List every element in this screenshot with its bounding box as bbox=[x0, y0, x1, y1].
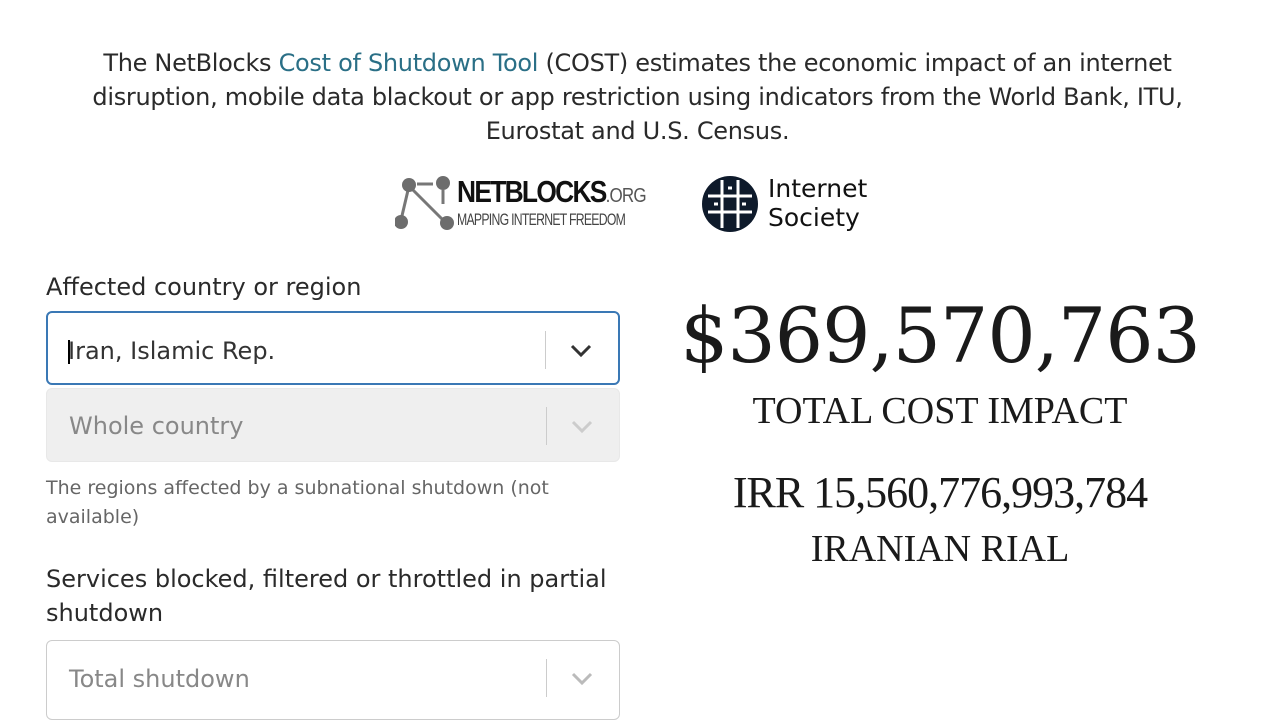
isoc-line1: Internet bbox=[768, 174, 868, 203]
services-label: Services blocked, filtered or throttled … bbox=[46, 565, 607, 627]
divider bbox=[546, 407, 547, 445]
intro-suffix: (COST) estimates the economic impact of … bbox=[92, 49, 1183, 145]
divider bbox=[546, 659, 547, 697]
currency-label: IRANIAN RIAL bbox=[810, 528, 1070, 570]
chevron-down-icon[interactable] bbox=[569, 667, 595, 689]
total-cost-label: TOTAL COST IMPACT bbox=[752, 390, 1128, 432]
intro-prefix: The NetBlocks bbox=[103, 49, 279, 77]
netblocks-logo[interactable]: NETBLOCKS.ORG MAPPING INTERNET FREEDOM bbox=[394, 172, 650, 238]
region-value: Whole country bbox=[69, 412, 244, 440]
total-cost-value: $369,570,763 bbox=[680, 291, 1201, 380]
country-select[interactable]: Iran, Islamic Rep. bbox=[46, 311, 620, 385]
services-select[interactable]: Total shutdown bbox=[46, 640, 620, 720]
intro-text: The NetBlocks Cost of Shutdown Tool (COS… bbox=[40, 46, 1235, 148]
country-label: Affected country or region bbox=[46, 273, 362, 301]
cost-tool-link[interactable]: Cost of Shutdown Tool bbox=[278, 49, 539, 77]
chevron-down-icon[interactable] bbox=[568, 339, 594, 361]
local-currency-value: IRR 15,560,776,993,784 bbox=[732, 468, 1148, 517]
chevron-down-icon[interactable] bbox=[569, 415, 595, 437]
services-value: Total shutdown bbox=[69, 665, 250, 693]
netblocks-wordmark: NETBLOCKS bbox=[457, 174, 607, 209]
country-value[interactable]: Iran, Islamic Rep. bbox=[68, 337, 276, 365]
region-select[interactable]: Whole country bbox=[46, 388, 620, 462]
globe-icon bbox=[702, 176, 758, 232]
internet-society-logo[interactable]: Internet Society bbox=[700, 174, 900, 236]
netblocks-tld: .ORG bbox=[605, 185, 647, 207]
region-hint: The regions affected by a subnational sh… bbox=[46, 477, 549, 528]
isoc-line2: Society bbox=[768, 203, 860, 232]
text-cursor bbox=[68, 340, 70, 364]
logos: NETBLOCKS.ORG MAPPING INTERNET FREEDOM I… bbox=[394, 172, 895, 238]
netblocks-network-icon bbox=[394, 176, 454, 230]
divider bbox=[545, 331, 546, 369]
netblocks-tagline: MAPPING INTERNET FREEDOM bbox=[457, 210, 626, 229]
